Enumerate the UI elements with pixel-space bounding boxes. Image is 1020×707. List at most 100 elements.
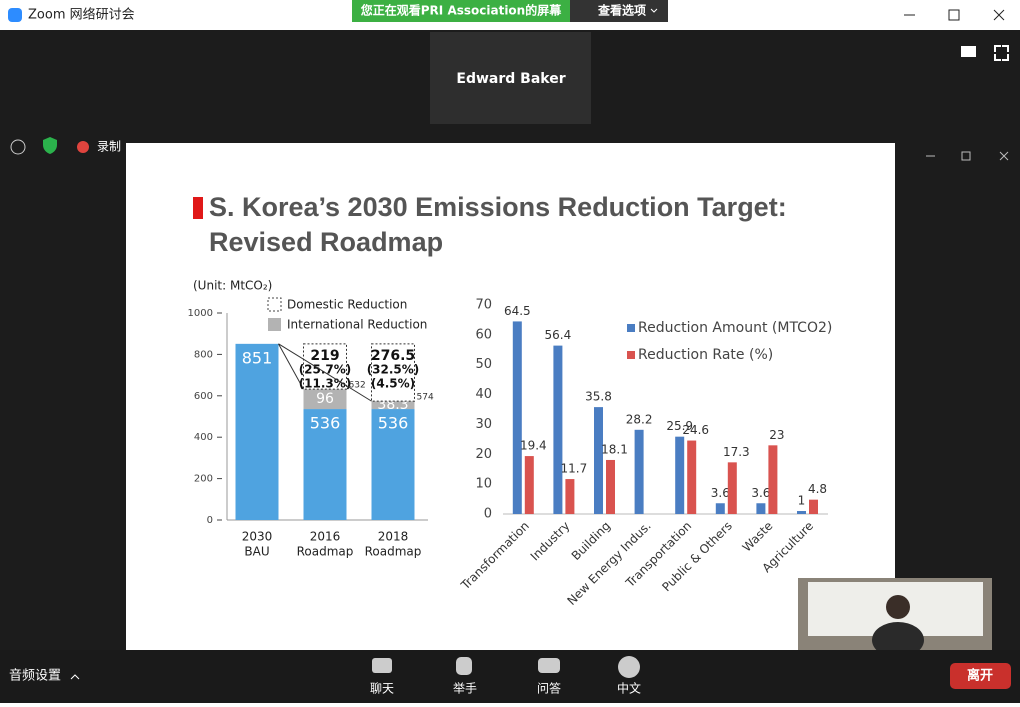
legend-swatch [627,324,635,332]
y-tick-label: 0 [207,515,213,526]
value-label: 24.6 [682,423,709,437]
y-tick-label: 600 [194,391,213,402]
legend-label: International Reduction [287,318,427,332]
security-icon[interactable] [43,137,57,154]
leave-button[interactable] [950,663,1011,689]
bar [715,503,725,514]
bar-segment [303,409,347,520]
y-tick-label: 0 [484,507,492,522]
qa-icon[interactable] [538,658,560,673]
bar-segment [235,343,279,520]
toolbar-items: 聊天 举手 问答 中文 [370,681,641,696]
bar [756,503,766,514]
maximize-button[interactable] [948,9,960,21]
bar [727,462,737,514]
x-tick-label: 2018 [378,530,409,544]
bar [809,499,818,514]
audio-arrow[interactable] [70,674,80,680]
fullscreen-button[interactable] [994,45,1009,61]
value-label: 3.6 [751,486,770,500]
bar [606,459,615,514]
speaker-name: Edward Baker [456,71,565,87]
reduction-note: (4.5%) [371,376,415,390]
value-label: 3.6 [711,486,730,500]
legend-swatch [268,318,281,331]
dropdown-arrow [650,8,658,13]
reduction-note: (32.5%) [367,362,420,376]
value-label: 25.9 [666,419,693,433]
slide-title: S. Korea’s 2030 Emissions Reduction Targ… [209,192,787,222]
share-banner [352,0,570,22]
value-label: 536 [378,414,409,433]
reduction-note: (11.3%) [299,376,352,390]
pane-close[interactable] [999,151,1009,161]
y-tick-label: 10 [475,477,492,492]
y-tick-label: 50 [475,357,492,372]
info-icon[interactable] [10,139,26,155]
raise-hand-icon[interactable] [456,657,472,675]
x-tick-label: Roadmap [297,545,354,559]
view-options-button[interactable] [570,0,668,22]
y-tick-label: 400 [194,432,213,443]
value-label: 96 [316,391,334,407]
close-button[interactable] [993,9,1005,21]
bar-segment [303,389,347,410]
legend-swatch [267,297,282,312]
toolbar-label[interactable]: 聊天 [370,682,394,696]
x-tick-label: BAU [244,545,269,559]
language-icon[interactable] [618,656,640,678]
y-tick-label: 20 [475,447,492,462]
value-label: 28.2 [626,412,653,426]
recording-icon [77,141,89,153]
pane-restore[interactable] [961,151,971,161]
leave-text[interactable]: 离开 [967,668,993,684]
bar [675,436,685,514]
value-label: 11.7 [561,462,588,476]
bar-segment [371,343,415,402]
x-tick-label: Roadmap [365,545,422,559]
bar [687,440,697,514]
legend-label: Reduction Amount (MTCO2) [638,320,832,336]
view-options-text[interactable]: 查看选项 [597,3,646,18]
toolbar-label[interactable]: 举手 [453,682,477,696]
audio-settings[interactable]: 音频设置 [9,668,61,684]
legend-label: Reduction Rate (%) [638,347,773,363]
unit-label: (Unit: MtCO₂) [193,279,272,293]
value-label: 851 [242,348,273,367]
y-tick-label: 40 [475,387,492,402]
video-person [872,622,924,658]
value-label: 1 [798,494,806,508]
bar-segment [371,401,415,410]
total-label: 574 [417,393,434,403]
slide-title: Revised Roadmap [209,227,443,257]
bar [797,511,806,514]
speaker-tile [430,32,591,124]
y-tick-label: 200 [194,474,213,485]
chat-icon[interactable] [372,658,392,673]
value-label: 536 [310,414,341,433]
bar [524,456,534,514]
y-tick-label: 70 [475,298,492,313]
toolbar [0,650,1020,703]
video-person-head [886,595,910,619]
view-toggle[interactable] [961,46,976,57]
bar-segment [371,409,415,520]
toolbar-label[interactable]: 问答 [537,681,561,696]
reduction-note: (25.7%) [299,362,352,376]
title-marker [193,197,203,219]
value-label: 64.5 [504,304,531,318]
value-label: 23 [769,428,784,442]
value-label: 17.3 [723,445,750,459]
total-label: 632 [349,381,366,391]
value-label: 35.8 [585,390,612,404]
legend-swatch [627,351,635,359]
legend-label: Domestic Reduction [287,298,407,312]
value-label: 276.5 [371,348,415,364]
value-label: 19.4 [520,439,547,453]
toolbar-label[interactable]: 中文 [617,681,641,696]
arrow [278,343,372,402]
value-label: 219 [310,348,339,364]
value-label: 4.8 [808,482,827,496]
x-tick-label: 2016 [310,530,341,544]
